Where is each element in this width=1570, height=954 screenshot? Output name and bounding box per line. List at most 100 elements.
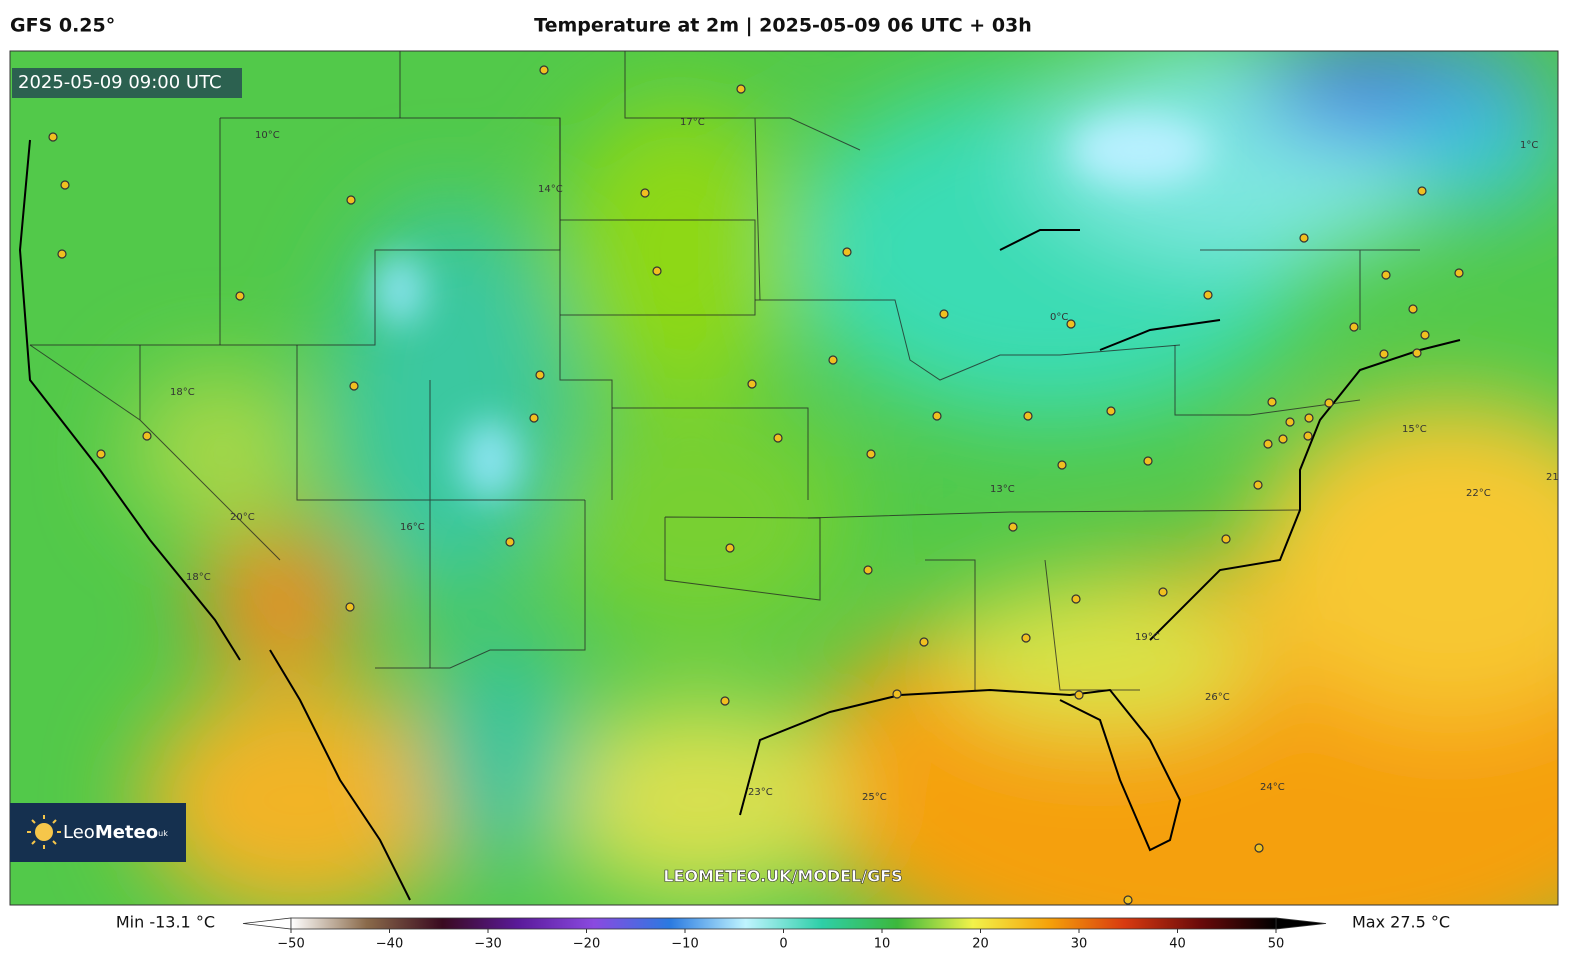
contour-label: 18°C (186, 572, 211, 583)
city-dot (652, 266, 662, 276)
coastlines (18, 139, 1461, 901)
colorbar-tick-label: 0 (779, 937, 787, 952)
cities (48, 65, 1464, 905)
city-dot (142, 431, 152, 441)
colorbar: −50 −40 −30 −20 −10 0 10 20 30 40 50 (242, 917, 1327, 952)
city-dot (866, 449, 876, 459)
colorbar-tick-label: 10 (874, 937, 891, 952)
city-dot (1066, 319, 1076, 329)
city-dot (828, 355, 838, 365)
city-dot (1106, 406, 1116, 416)
city-dot (1267, 397, 1277, 407)
map: 10°C 14°C 17°C 13°C 1°C 0°C 18°C 15°C 22°C 21°C 19… (10, 51, 1570, 905)
valid-time-box (12, 68, 242, 98)
city-dot (1057, 460, 1067, 470)
map-title: Temperature at 2m | 2025-05-09 06 UTC + … (534, 15, 1032, 37)
city-dot (1408, 304, 1418, 314)
logo-text: LeoMeteouk (63, 822, 168, 843)
colorbar-scale (290, 917, 1277, 930)
colorbar-tick-label: −50 (277, 937, 304, 952)
contour-label: 16°C (400, 522, 425, 533)
city-dot (235, 291, 245, 301)
city-dot (1203, 290, 1213, 300)
contour-label: 20°C (230, 512, 255, 523)
city-dot (1285, 417, 1295, 427)
colorbar-tick-label: 20 (972, 937, 989, 952)
city-dot (725, 543, 735, 553)
city-dot (1253, 480, 1263, 490)
city-dot (505, 537, 515, 547)
contour-label: 14°C (538, 184, 563, 195)
city-dot (1008, 522, 1018, 532)
contour-label: 13°C (990, 484, 1015, 495)
city-dot (1299, 233, 1309, 243)
city-dot (535, 370, 545, 380)
city-dot (539, 65, 549, 75)
city-dot (720, 696, 730, 706)
city-dot (1254, 843, 1264, 853)
logo-bold: Meteo (95, 822, 158, 843)
colorbar-tick-label: 30 (1071, 937, 1088, 952)
city-dot (1023, 411, 1033, 421)
city-dot (349, 381, 359, 391)
city-dot (346, 195, 356, 205)
contour-label: 24°C (1260, 782, 1285, 793)
city-dot (1379, 349, 1389, 359)
contour-label: 15°C (1402, 424, 1427, 435)
colorbar-tick-label: −40 (376, 937, 403, 952)
model-name: GFS 0.25° (10, 15, 115, 37)
city-dot (1158, 587, 1168, 597)
city-dot (1304, 413, 1314, 423)
city-dot (1021, 633, 1031, 643)
city-dot (57, 249, 67, 259)
city-dot (747, 379, 757, 389)
contour-label: 1°C (1520, 140, 1538, 151)
colorbar-left-arrow (242, 917, 292, 930)
city-dot (1074, 690, 1084, 700)
contour-labels: 10°C 14°C 17°C 13°C 1°C 0°C 18°C 15°C 22°C 21°C 19… (170, 117, 1570, 803)
city-dot (1381, 270, 1391, 280)
city-dot (1412, 348, 1422, 358)
colorbar-tick-label: 50 (1268, 937, 1285, 952)
city-dot (1417, 186, 1427, 196)
city-dot (736, 84, 746, 94)
city-dot (640, 188, 650, 198)
city-dot (863, 565, 873, 575)
city-dot (1420, 330, 1430, 340)
valid-time: 2025-05-09 09:00 UTC (18, 72, 222, 93)
contour-label: 22°C (1466, 488, 1491, 499)
map-frame (9, 50, 1559, 906)
city-dot (96, 449, 106, 459)
contour-label: 0°C (1050, 312, 1068, 323)
cold-spots (375, 115, 1210, 500)
city-dot (1454, 268, 1464, 278)
city-dot (842, 247, 852, 257)
city-dot (529, 413, 539, 423)
contour-label: 26°C (1205, 692, 1230, 703)
city-dot (773, 433, 783, 443)
city-dot (1324, 398, 1334, 408)
contour-label: 17°C (680, 117, 705, 128)
city-dot (345, 602, 355, 612)
city-dot (919, 637, 929, 647)
city-dot (60, 180, 70, 190)
watermark: LEOMETEO.UK/MODEL/GFS (663, 867, 902, 886)
city-dot (939, 309, 949, 319)
min-label: Min -13.1 °C (116, 913, 215, 932)
contour-label: 10°C (255, 130, 280, 141)
city-dot (932, 411, 942, 421)
city-dot (1349, 322, 1359, 332)
city-dot (1263, 439, 1273, 449)
city-dot (1143, 456, 1153, 466)
city-dot (1123, 895, 1133, 905)
city-dot (1303, 431, 1313, 441)
city-dot (48, 132, 58, 142)
contour-label: 19°C (1135, 632, 1160, 643)
contour-label: 21°C (1546, 472, 1570, 483)
colorbar-tick-label: −30 (474, 937, 501, 952)
city-dot (1221, 534, 1231, 544)
logo-sun (27, 815, 61, 849)
logo-light: Leo (63, 822, 95, 843)
contour-label: 25°C (862, 792, 887, 803)
